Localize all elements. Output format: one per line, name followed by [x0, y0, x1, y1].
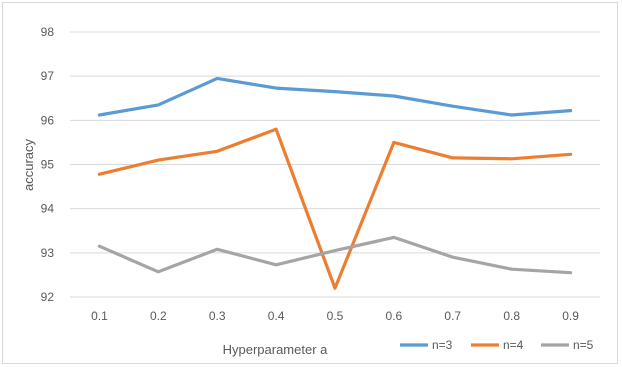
y-tick-label: 98	[41, 25, 55, 39]
data-point	[216, 77, 219, 80]
series-line-n3	[97, 76, 573, 117]
x-tick-label: 0.8	[503, 309, 520, 323]
data-point	[157, 159, 160, 161]
gridlines	[70, 31, 600, 298]
x-axis-title: Hyperparameter a	[223, 342, 329, 357]
data-point	[334, 90, 336, 93]
y-tick-label: 95	[41, 158, 55, 172]
data-point	[451, 157, 454, 159]
y-tick-label: 93	[41, 246, 55, 260]
y-tick-label: 97	[41, 69, 55, 83]
x-tick-label: 0.4	[268, 309, 285, 323]
data-point	[569, 109, 572, 112]
data-point	[216, 150, 219, 153]
y-tick-label: 96	[41, 113, 55, 127]
data-point	[275, 87, 277, 89]
x-tick-label: 0.1	[91, 309, 108, 323]
data-point	[275, 263, 277, 266]
data-point	[98, 245, 101, 248]
data-point	[510, 268, 513, 270]
data-point	[216, 248, 219, 251]
data-point	[157, 271, 160, 273]
legend-label: n=5	[573, 338, 594, 352]
x-tick-label: 0.5	[327, 309, 344, 323]
y-tick-label: 92	[41, 290, 55, 304]
data-point	[569, 153, 572, 156]
x-tick-label: 0.2	[150, 309, 167, 323]
data-point	[510, 157, 513, 160]
x-tick-labels: 0.1 0.2 0.3 0.4 0.5 0.6 0.7 0.8 0.9	[91, 309, 579, 323]
series-lines	[97, 76, 573, 290]
data-point	[393, 141, 395, 144]
y-tick-labels: 92 93 94 95 96 97 98	[41, 25, 55, 304]
data-point	[275, 128, 277, 130]
data-point	[98, 114, 101, 116]
data-point	[157, 104, 160, 106]
data-point	[393, 95, 395, 97]
legend: n=3 n=4 n=5	[400, 338, 594, 352]
data-point	[451, 105, 454, 107]
data-point	[569, 271, 572, 274]
legend-label: n=4	[503, 338, 524, 352]
data-point	[334, 249, 336, 252]
y-tick-label: 94	[41, 202, 55, 216]
series-line-n5	[97, 235, 573, 275]
data-point	[334, 287, 336, 289]
legend-label: n=3	[432, 338, 453, 352]
chart-frame	[2, 2, 618, 364]
y-axis-title: accuracy	[21, 138, 36, 191]
data-point	[451, 256, 454, 259]
x-tick-label: 0.3	[209, 309, 226, 323]
x-tick-label: 0.9	[562, 309, 579, 323]
data-point	[98, 173, 101, 176]
data-point	[393, 236, 395, 239]
x-tick-label: 0.7	[444, 309, 461, 323]
x-tick-label: 0.6	[386, 309, 403, 323]
data-point	[510, 114, 513, 116]
